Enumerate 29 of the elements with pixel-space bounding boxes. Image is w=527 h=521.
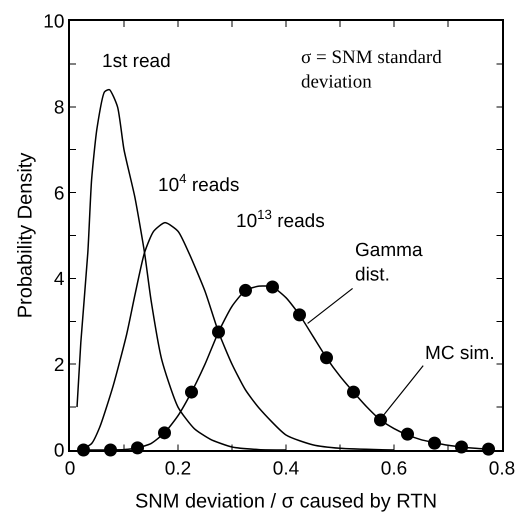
annotation: 10$^{4}$ reads bbox=[158, 171, 240, 196]
point bbox=[347, 386, 360, 399]
point bbox=[401, 428, 414, 441]
y-tick-label: 4 bbox=[54, 269, 65, 290]
point bbox=[293, 308, 306, 322]
y-tick-label: 2 bbox=[54, 354, 64, 376]
point bbox=[374, 413, 387, 426]
point bbox=[239, 284, 252, 297]
point bbox=[266, 280, 279, 294]
x-tick-label: 0.6 bbox=[380, 458, 408, 480]
annotation: σ = SNM standard deviation bbox=[301, 47, 442, 93]
y-axis-title: Probability Density bbox=[14, 152, 36, 318]
x-axis-title: SNM deviation / σ caused by RTN bbox=[134, 490, 438, 513]
point bbox=[212, 326, 225, 339]
x-tick-label: 0.8 bbox=[488, 458, 516, 480]
x-tick-label: 0.4 bbox=[272, 458, 300, 480]
y-tick-label: 10 bbox=[43, 12, 64, 33]
annotation: 1st read bbox=[102, 51, 171, 72]
point bbox=[185, 386, 198, 399]
annotation: 10$^{13}$ reads bbox=[236, 207, 325, 232]
annotation: Gamma dist. bbox=[355, 240, 423, 286]
x-tick-label: 0.2 bbox=[164, 458, 192, 480]
point bbox=[428, 436, 441, 450]
y-tick-label: 0 bbox=[54, 440, 64, 462]
annotation: MC sim. bbox=[425, 343, 495, 364]
point bbox=[158, 426, 171, 440]
point bbox=[320, 351, 333, 364]
y-tick-label: 8 bbox=[54, 97, 64, 118]
y-tick-label: 6 bbox=[54, 183, 64, 204]
